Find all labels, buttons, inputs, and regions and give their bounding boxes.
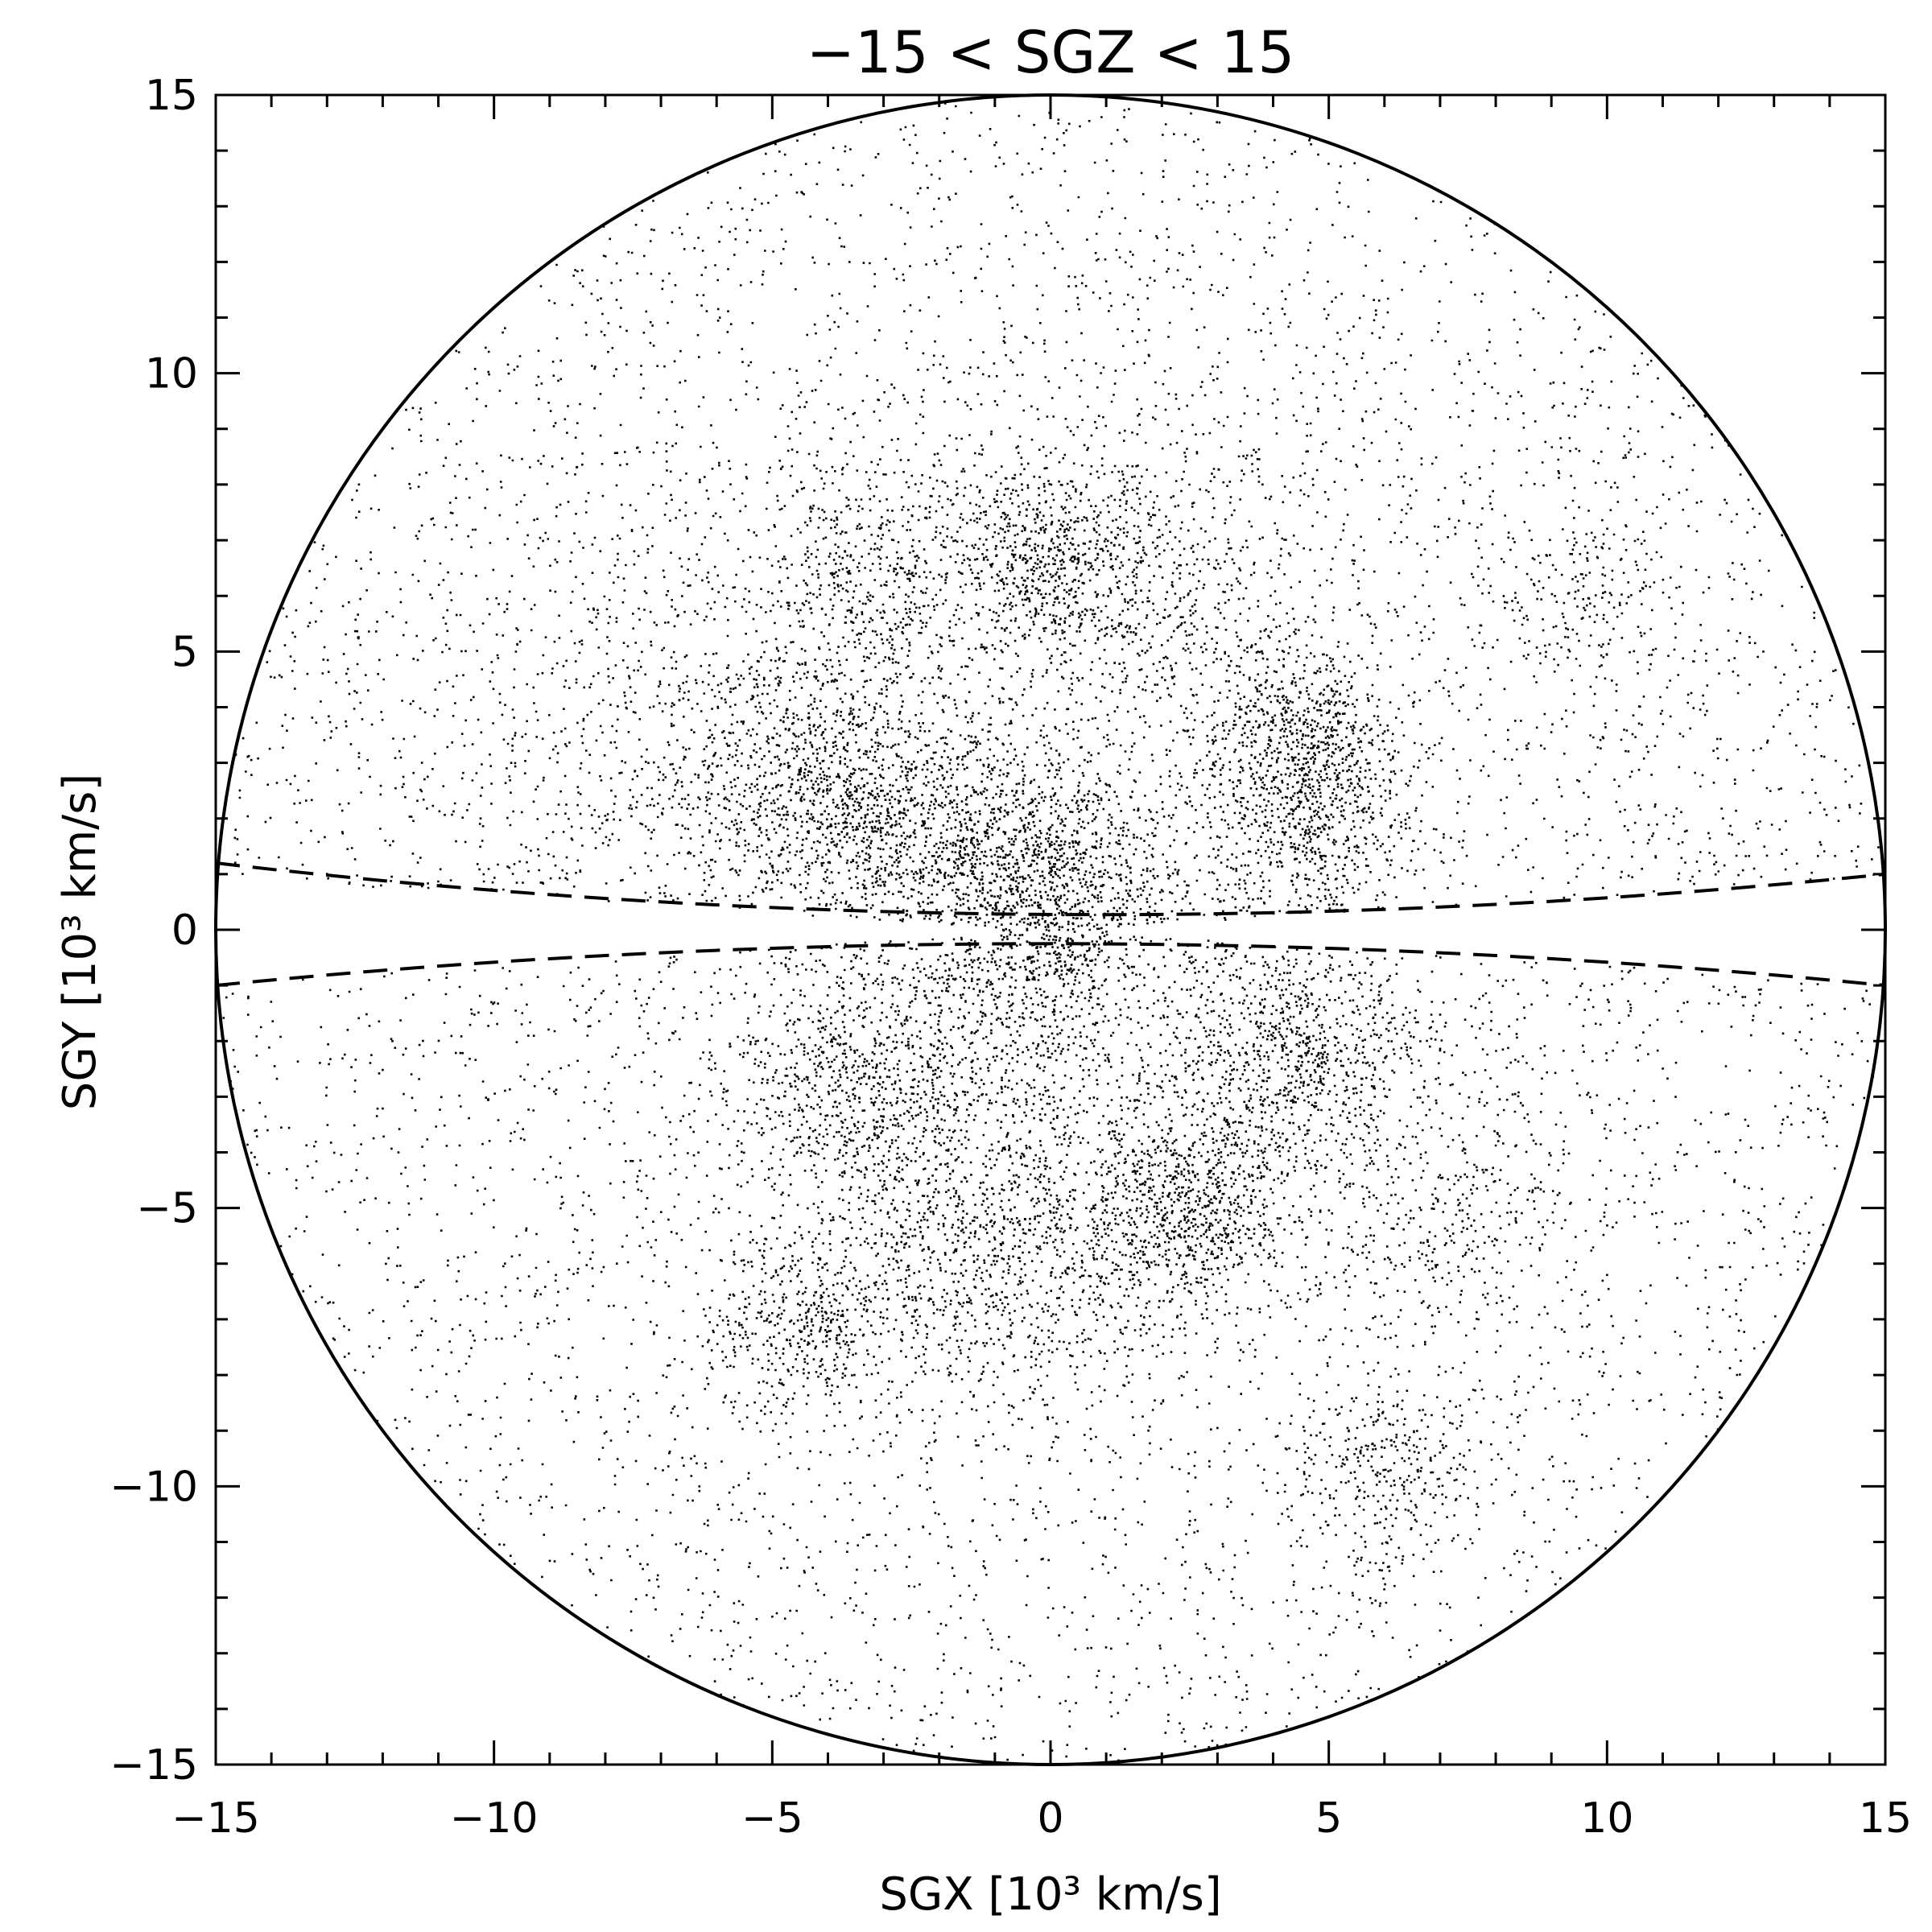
zone-of-avoidance-lines xyxy=(215,861,1886,988)
x-tick-label: 0 xyxy=(1037,1794,1063,1843)
y-tick-label: −5 xyxy=(136,1185,198,1233)
tick-marks xyxy=(214,93,1887,1766)
y-axis-label: SGY [10³ km/s] xyxy=(54,774,106,1110)
x-tick-label: 10 xyxy=(1580,1794,1633,1843)
y-tick-labels: −15 −10 −5 0 5 10 15 xyxy=(109,72,198,1790)
x-tick-label: −5 xyxy=(741,1794,803,1843)
y-tick-label: 0 xyxy=(171,906,198,955)
axis-ticks xyxy=(214,93,1887,1766)
data-points xyxy=(222,102,1880,1763)
y-tick-label: 5 xyxy=(171,628,198,676)
zoa-line-1 xyxy=(215,861,1886,917)
x-tick-label: 5 xyxy=(1315,1794,1342,1843)
y-tick-label: 15 xyxy=(145,72,198,120)
x-axis-label: SGX [10³ km/s] xyxy=(879,1868,1221,1921)
galaxy-points xyxy=(222,102,1880,1763)
y-tick-label: −15 xyxy=(109,1741,198,1790)
plot-frame xyxy=(214,93,1887,1766)
y-tick-label: −10 xyxy=(109,1463,198,1511)
y-tick-label: 10 xyxy=(145,350,198,398)
x-tick-labels: −15 −10 −5 0 5 10 15 xyxy=(171,1794,1912,1843)
x-tick-label: −15 xyxy=(171,1794,260,1843)
x-tick-label: 15 xyxy=(1859,1794,1912,1843)
survey-boundary-circle xyxy=(213,93,1888,1766)
chart-title: −15 < SGZ < 15 xyxy=(807,19,1295,86)
zoa-line-2 xyxy=(215,942,1886,988)
x-tick-label: −10 xyxy=(450,1794,539,1843)
